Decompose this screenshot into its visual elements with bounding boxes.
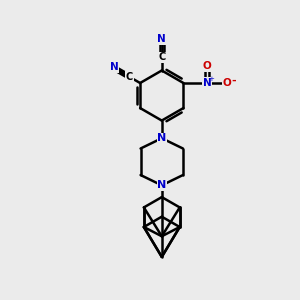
Text: O: O [223, 78, 231, 88]
Text: N: N [110, 62, 118, 72]
Text: -: - [232, 76, 236, 86]
Text: N: N [202, 78, 211, 88]
Text: N: N [157, 180, 167, 190]
Text: C: C [126, 72, 133, 82]
Text: N: N [158, 34, 166, 44]
Text: +: + [208, 76, 214, 82]
Text: N: N [157, 133, 167, 143]
Text: C: C [158, 52, 165, 62]
Text: O: O [202, 61, 211, 71]
